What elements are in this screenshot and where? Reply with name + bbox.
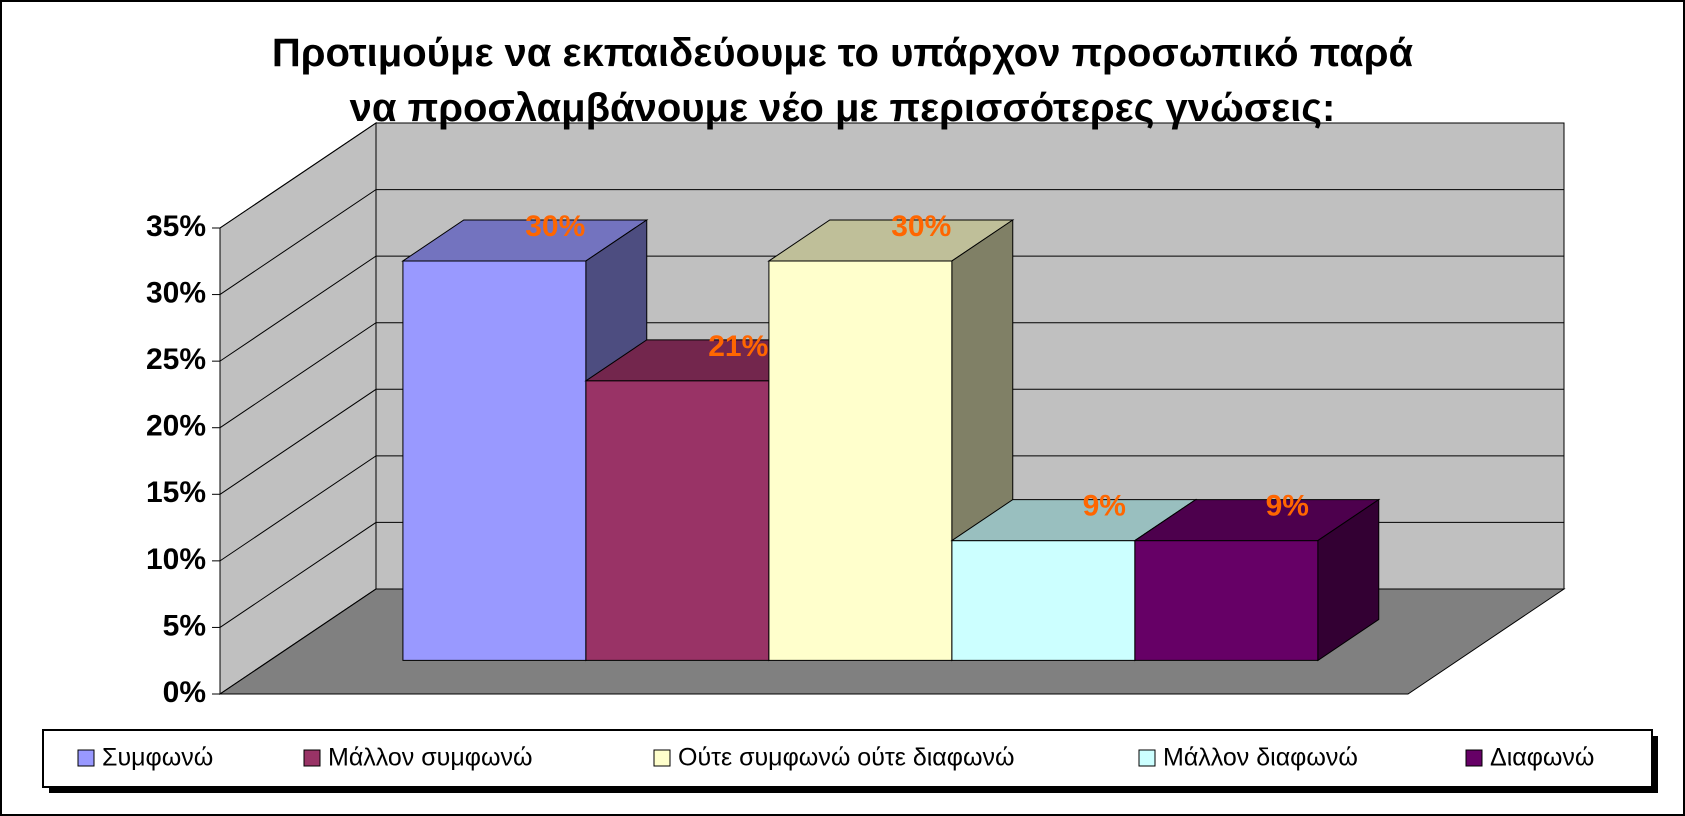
y-tick-label: 30%: [146, 276, 206, 309]
legend-swatch: [1465, 749, 1483, 767]
value-label: 21%: [708, 330, 768, 363]
legend-swatch: [1138, 749, 1156, 767]
value-label: 9%: [1083, 490, 1126, 523]
value-label: 30%: [525, 210, 585, 243]
chart-title: Προτιμούμε να εκπαιδεύουμε το υπάρχον πρ…: [271, 31, 1414, 130]
y-tick-label: 0%: [163, 676, 206, 709]
bar-front: [1134, 540, 1319, 661]
y-tick-label: 35%: [146, 210, 206, 243]
value-label: 30%: [891, 210, 951, 243]
y-tick-label: 5%: [163, 609, 206, 642]
bar-side: [1317, 498, 1380, 662]
y-tick-label: 20%: [146, 410, 206, 443]
y-tick-label: 10%: [146, 543, 206, 576]
legend-swatch: [303, 749, 321, 767]
grid-line: [219, 122, 1564, 229]
legend-label: Μάλλον διαφωνώ: [1163, 744, 1358, 772]
bar-front: [768, 260, 953, 661]
legend-swatch: [77, 749, 95, 767]
legend-label: Ούτε συμφωνώ ούτε διαφωνώ: [678, 744, 1015, 772]
grid-line: [219, 189, 1564, 295]
y-tick-label: 25%: [146, 343, 206, 376]
grid-line: [219, 255, 1564, 362]
bar-front: [402, 260, 587, 661]
value-label: 9%: [1266, 490, 1309, 523]
bar-front: [951, 540, 1136, 661]
y-tick-label: 15%: [146, 476, 206, 509]
bar-front: [585, 380, 770, 661]
legend-label: Διαφωνώ: [1490, 744, 1594, 772]
grid-line: [219, 388, 1564, 495]
legend-swatch: [653, 749, 671, 767]
legend-label: Μάλλον συμφωνώ: [328, 744, 533, 772]
legend-label: Συμφωνώ: [102, 744, 213, 772]
grid-line: [219, 455, 1564, 562]
grid-line: [219, 322, 1564, 429]
